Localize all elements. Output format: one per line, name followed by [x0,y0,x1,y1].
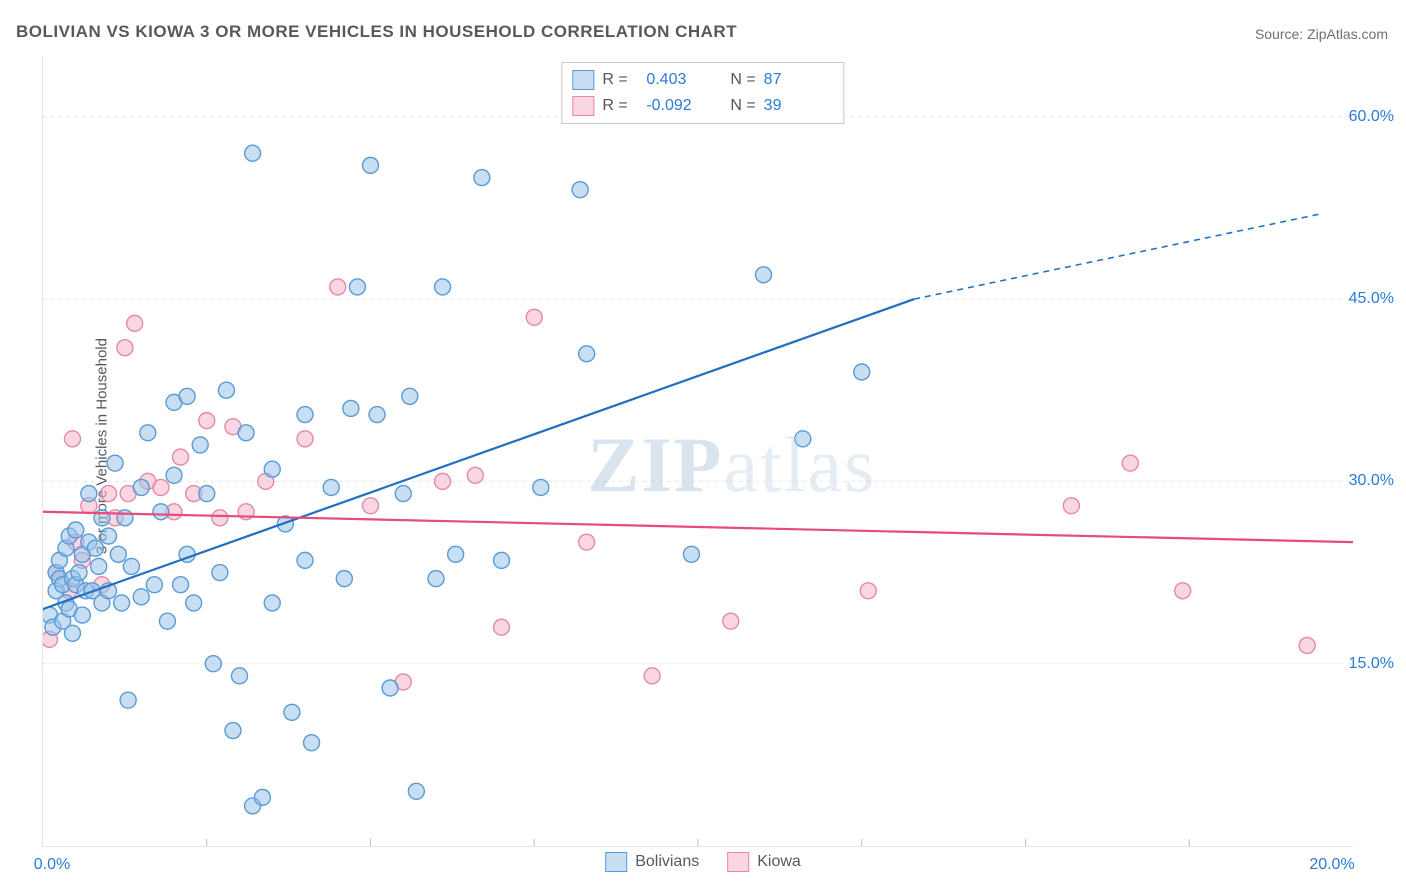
r-value-kiowa: -0.092 [646,97,716,115]
r-label: R = [602,97,638,115]
correlation-legend: R = 0.403 N = 87 R = -0.092 N = 39 [561,62,844,124]
chart-title: BOLIVIAN VS KIOWA 3 OR MORE VEHICLES IN … [16,22,737,42]
n-label: N = [730,97,755,115]
legend-swatch-bolivians [572,70,594,90]
legend-swatch-kiowa [572,96,594,116]
chart-container: BOLIVIAN VS KIOWA 3 OR MORE VEHICLES IN … [0,0,1406,892]
n-value-bolivians: 87 [764,71,834,89]
legend-label-bolivians: Bolivians [635,853,699,871]
legend-row-kiowa: R = -0.092 N = 39 [572,93,833,119]
r-label: R = [602,71,638,89]
n-label: N = [730,71,755,89]
legend-label-kiowa: Kiowa [757,853,801,871]
legend-swatch-bolivians-icon [605,852,627,872]
y-tick-30: 30.0% [1349,472,1394,490]
legend-swatch-kiowa-icon [727,852,749,872]
n-value-kiowa: 39 [764,97,834,115]
y-tick-60: 60.0% [1349,108,1394,126]
scatter-chart [42,56,1353,847]
legend-item-bolivians: Bolivians [605,852,699,872]
r-value-bolivians: 0.403 [646,71,716,89]
series-legend: Bolivians Kiowa [605,852,801,872]
x-tick-0: 0.0% [34,856,70,874]
legend-item-kiowa: Kiowa [727,852,801,872]
source-attribution: Source: ZipAtlas.com [1255,26,1388,42]
y-tick-45: 45.0% [1349,290,1394,308]
y-tick-15: 15.0% [1349,655,1394,673]
x-tick-20: 20.0% [1309,856,1354,874]
legend-row-bolivians: R = 0.403 N = 87 [572,67,833,93]
source-link[interactable]: ZipAtlas.com [1307,26,1388,42]
source-label: Source: [1255,26,1303,42]
